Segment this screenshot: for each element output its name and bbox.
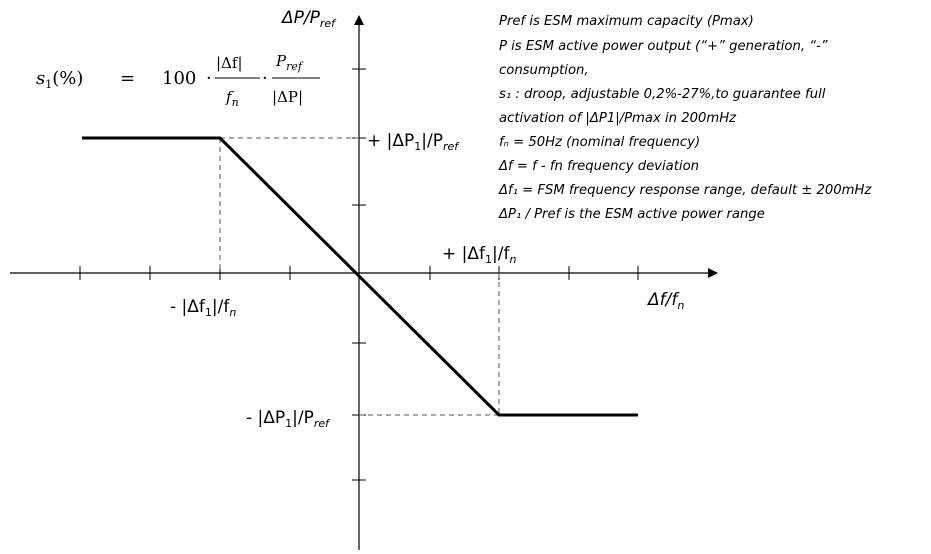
- svg-text:|Δf|: |Δf|: [216, 54, 243, 72]
- svg-text:=: =: [120, 68, 135, 89]
- note-line: ΔP₁ / Pref is the ESM active power range: [498, 207, 765, 222]
- pos-freq-label: + |Δf1|/fn: [442, 244, 516, 266]
- neg-power-label: - |ΔP1|/Pref: [246, 408, 331, 430]
- x-axis-label: Δf/fn: [646, 290, 684, 312]
- droop-curve: [82, 136, 638, 417]
- note-line: fₙ = 50Hz (nominal frequency): [499, 135, 700, 150]
- note-line: Δf₁ = FSM frequency response range, defa…: [498, 183, 872, 198]
- note-line: consumption,: [499, 63, 589, 78]
- y-axis-label: ΔP/Pref: [280, 8, 337, 30]
- svg-text:Pref: Pref: [275, 52, 304, 73]
- guide-lines: [219, 137, 500, 416]
- note-line: s₁ : droop, adjustable 0,2%-27%,to guara…: [499, 87, 826, 102]
- note-line: Δf = f - fn frequency deviation: [498, 159, 699, 174]
- svg-text:100: 100: [162, 68, 196, 89]
- svg-text:s1(%): s1(%): [36, 68, 83, 91]
- svg-text:|ΔP|: |ΔP|: [272, 88, 303, 106]
- notes-block: Pref is ESM maximum capacity (Pmax) P is…: [498, 14, 872, 222]
- svg-text:fn: fn: [225, 88, 239, 109]
- pos-power-label: + |ΔP1|/Pref: [367, 131, 460, 153]
- note-line: P is ESM active power output (“+” genera…: [499, 39, 828, 54]
- note-line: Pref is ESM maximum capacity (Pmax): [499, 14, 754, 29]
- droop-formula: s1(%) = 100 · |Δf| fn · Pref |ΔP|: [36, 52, 320, 109]
- neg-freq-label: - |Δf1|/fn: [170, 297, 236, 319]
- svg-text:·: ·: [206, 68, 212, 89]
- note-line: activation of |ΔP1|/Pmax in 200mHz: [499, 111, 737, 126]
- svg-text:·: ·: [262, 68, 268, 89]
